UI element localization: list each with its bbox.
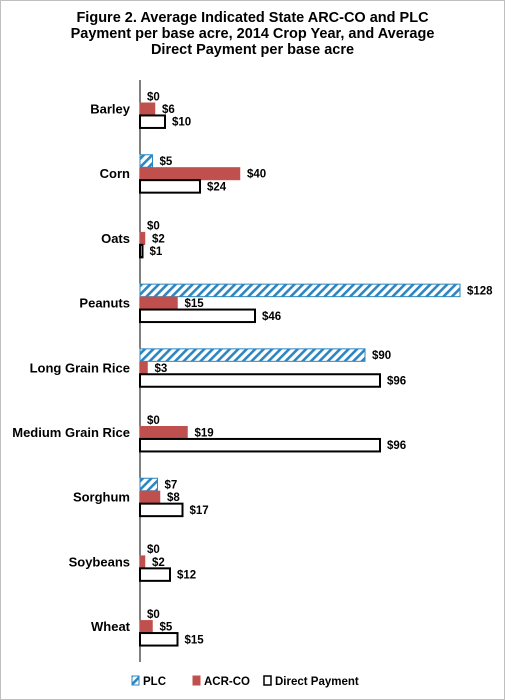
- bar-direct-payment-long-grain-rice: [139, 373, 381, 388]
- category-label-long-grain-rice: Long Grain Rice: [30, 360, 130, 375]
- bar-direct-payment-wheat: [139, 632, 179, 647]
- data-label-acr-co-long-grain-rice: $3: [155, 363, 168, 375]
- data-label-plc-wheat: $0: [147, 609, 160, 621]
- category-label-soybeans: Soybeans: [69, 554, 130, 569]
- data-label-direct-payment-wheat: $15: [185, 634, 205, 646]
- data-label-plc-long-grain-rice: $90: [372, 350, 391, 362]
- category-label-corn: Corn: [100, 166, 130, 181]
- legend-swatch-plc: [131, 675, 140, 686]
- data-label-plc-corn: $5: [160, 156, 173, 168]
- data-label-acr-co-sorghum: $8: [167, 492, 180, 504]
- bar-plc-peanuts: [139, 283, 461, 298]
- legend-label-acr-co: ACR-CO: [204, 676, 250, 688]
- chart-title: Figure 2. Average Indicated State ARC-CO…: [20, 10, 485, 58]
- bar-acr-co-long-grain-rice: [139, 361, 148, 375]
- data-label-direct-payment-peanuts: $46: [262, 311, 281, 323]
- legend-swatch-acr-co: [192, 675, 201, 686]
- data-label-acr-co-soybeans: $2: [152, 557, 165, 569]
- data-label-plc-medium-grain-rice: $0: [147, 415, 160, 427]
- bar-acr-co-corn: [139, 167, 241, 181]
- chart-title-line-3: Direct Payment per base acre: [150, 42, 355, 58]
- category-label-barley: Barley: [90, 102, 131, 117]
- data-label-direct-payment-oats: $1: [150, 246, 163, 258]
- data-label-direct-payment-corn: $24: [207, 181, 227, 193]
- bar-direct-payment-oats: [139, 243, 144, 259]
- bar-acr-co-barley: [139, 102, 156, 116]
- bar-acr-co-oats: [139, 231, 146, 245]
- legend-label-direct-payment: Direct Payment: [275, 676, 359, 688]
- data-label-plc-sorghum: $7: [165, 480, 178, 492]
- bar-plc-long-grain-rice: [139, 348, 366, 362]
- bar-direct-payment-sorghum: [139, 502, 184, 518]
- data-label-plc-peanuts: $128: [467, 285, 493, 297]
- data-label-plc-soybeans: $0: [147, 544, 160, 556]
- bar-direct-payment-corn: [139, 179, 201, 194]
- data-label-acr-co-peanuts: $15: [185, 298, 205, 310]
- bar-acr-co-sorghum: [139, 490, 161, 504]
- bar-direct-payment-soybeans: [139, 567, 171, 582]
- category-label-wheat: Wheat: [91, 619, 131, 634]
- bar-acr-co-wheat: [139, 620, 153, 634]
- bar-plc-sorghum: [139, 477, 158, 492]
- data-label-acr-co-corn: $40: [247, 169, 266, 181]
- bar-direct-payment-peanuts: [139, 308, 256, 324]
- data-label-acr-co-wheat: $5: [160, 622, 173, 634]
- plot-area: Barley$0$6$10Corn$5$40$24Oats$0$2$1Peanu…: [12, 80, 493, 662]
- legend-swatch-direct-payment: [263, 675, 272, 686]
- data-label-acr-co-medium-grain-rice: $19: [195, 428, 214, 440]
- category-label-peanuts: Peanuts: [79, 296, 130, 311]
- bar-acr-co-soybeans: [139, 555, 146, 569]
- bar-acr-co-peanuts: [139, 296, 178, 310]
- data-label-plc-barley: $0: [147, 91, 160, 103]
- legend-label-plc: PLC: [143, 676, 166, 688]
- bar-plc-corn: [139, 154, 153, 168]
- bar-direct-payment-barley: [139, 114, 166, 129]
- category-label-oats: Oats: [101, 231, 130, 246]
- bar-direct-payment-medium-grain-rice: [139, 437, 381, 453]
- category-label-sorghum: Sorghum: [73, 490, 130, 505]
- data-label-acr-co-barley: $6: [162, 104, 175, 116]
- category-label-medium-grain-rice: Medium Grain Rice: [12, 425, 130, 440]
- data-label-acr-co-oats: $2: [152, 233, 165, 245]
- bar-acr-co-medium-grain-rice: [139, 426, 188, 439]
- legend: PLC ACR-CO Direct Payment: [131, 675, 359, 688]
- data-label-direct-payment-long-grain-rice: $96: [387, 376, 406, 388]
- data-label-direct-payment-sorghum: $17: [190, 505, 209, 517]
- data-label-plc-oats: $0: [147, 221, 160, 233]
- data-label-direct-payment-medium-grain-rice: $96: [387, 440, 406, 452]
- chart-title-line-2: Payment per base acre, 2014 Crop Year, a…: [70, 26, 435, 42]
- chart-title-line-1: Figure 2. Average Indicated State ARC-CO…: [76, 10, 429, 26]
- data-label-direct-payment-soybeans: $12: [177, 570, 196, 582]
- data-label-direct-payment-barley: $10: [172, 117, 191, 129]
